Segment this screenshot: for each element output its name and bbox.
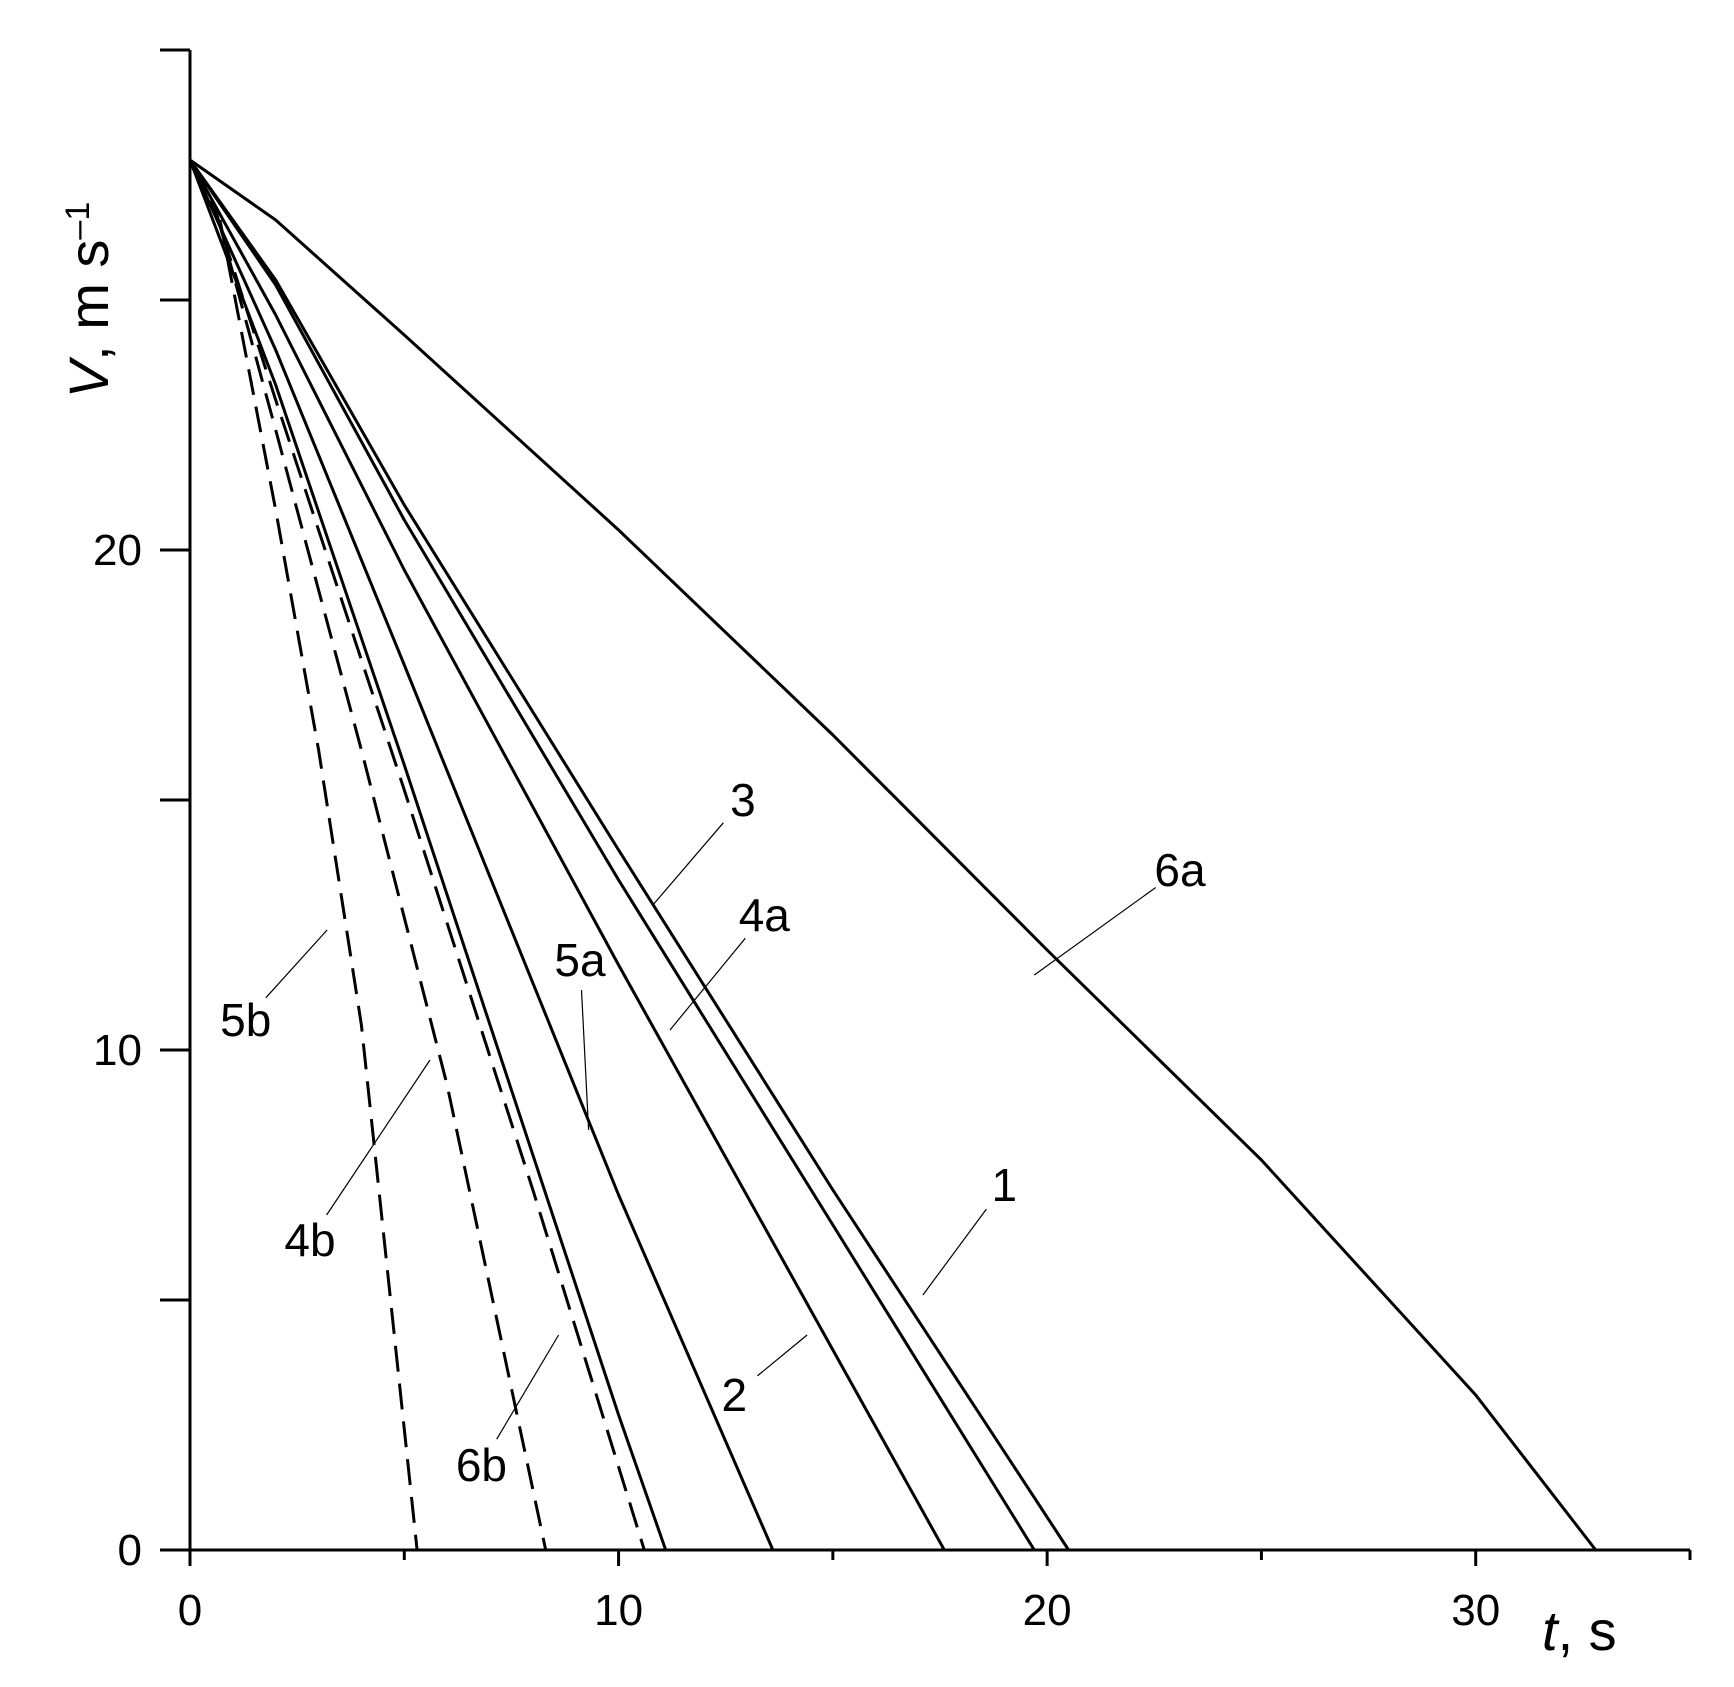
series-line-4a	[188, 159, 775, 1551]
curve-label-4b: 4b	[284, 1214, 335, 1266]
curve-label-3: 3	[730, 774, 756, 826]
curve-label-4a: 4a	[739, 889, 791, 941]
curve-label-5b: 5b	[220, 994, 271, 1046]
series-line-5b	[218, 219, 419, 1551]
series-line-1	[188, 159, 1070, 1551]
y-tick-label: 20	[93, 526, 142, 575]
leader-line-4a	[669, 937, 746, 1031]
series-line-6a	[189, 158, 1597, 1551]
leader-line-4b	[326, 1059, 431, 1216]
x-tick-label: 30	[1451, 1586, 1500, 1635]
x-tick-label: 0	[178, 1586, 202, 1635]
curve-label-2: 2	[722, 1369, 748, 1421]
leader-line-6a	[1033, 887, 1157, 976]
series-line-2	[188, 159, 946, 1551]
curve-label-6a: 6a	[1154, 844, 1206, 896]
x-axis-title: t, s	[1542, 1599, 1617, 1662]
leader-line-2	[757, 1334, 808, 1377]
series-layer	[188, 158, 1597, 1551]
axes: 0 10 20 30 0 10 20	[93, 48, 1692, 1635]
series-line-3	[188, 159, 1036, 1551]
leader-line-1	[922, 1208, 987, 1296]
x-tick-label: 10	[594, 1586, 643, 1635]
annotations-layer: 6a 3 4a 5a 5b 4b 1 2 6b	[220, 774, 1206, 1491]
leader-line-6b	[496, 1334, 560, 1440]
curve-label-6b: 6b	[456, 1439, 507, 1491]
leader-line-5b	[265, 929, 328, 999]
y-tick-label: 0	[118, 1526, 142, 1575]
y-axis-title: V, m s–1	[57, 202, 120, 399]
x-tick-label: 20	[1023, 1586, 1072, 1635]
leader-line-5a	[580, 989, 590, 1131]
y-tick-label: 10	[93, 1026, 142, 1075]
leader-line-3	[652, 822, 724, 906]
curve-label-1: 1	[992, 1159, 1018, 1211]
curve-label-5a: 5a	[554, 934, 606, 986]
series-line-5a	[188, 159, 668, 1551]
series-line-4b	[214, 209, 548, 1551]
series-line-6b	[209, 199, 646, 1551]
